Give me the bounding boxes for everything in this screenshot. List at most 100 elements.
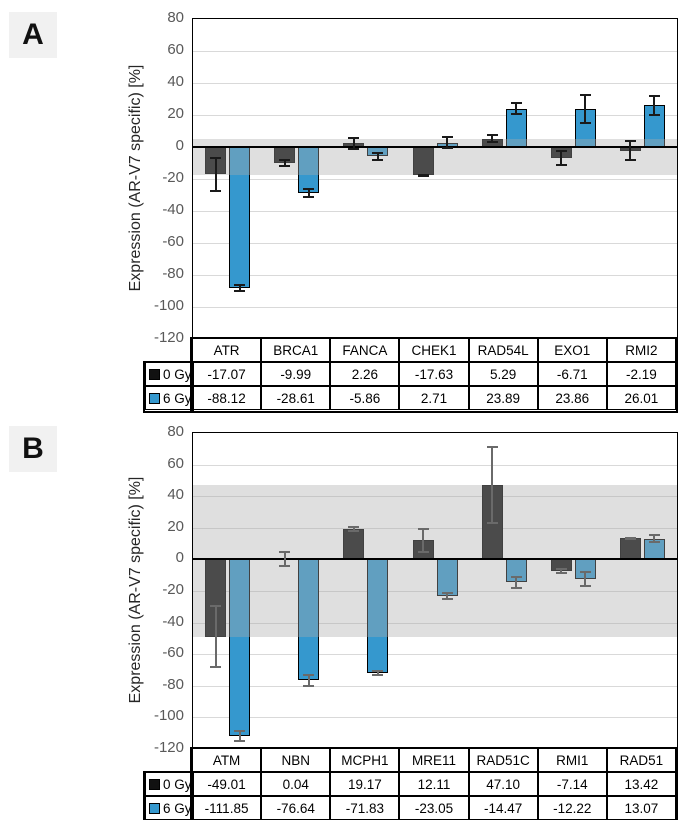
y-tick-label--100: -100: [153, 297, 184, 314]
legend-key-0Gy: 0 Gy: [145, 362, 192, 386]
value-cell-FANCA-6Gy: -5.86: [330, 386, 400, 410]
error-bar-RMI2-6Gy: [648, 94, 660, 116]
error-bar-cap-bottom: [486, 521, 498, 524]
error-bar-CHEK1-6Gy: [441, 136, 453, 150]
error-bar-line: [283, 551, 286, 568]
y-tick-label-80: 80: [167, 9, 184, 26]
zero-axis-line: [193, 146, 677, 148]
error-bar-RAD51C-6Gy: [510, 575, 522, 589]
error-bar-RAD51C-0Gy: [486, 446, 498, 524]
error-bar-cap-bottom: [348, 530, 360, 533]
error-bar-NBN-0Gy: [279, 551, 291, 568]
legend-swatch-0Gy: [149, 778, 160, 790]
error-bar-line: [653, 534, 656, 544]
error-bar-line: [515, 575, 518, 589]
error-bar-line: [515, 102, 518, 116]
value-cell-RAD51C-0Gy: 47.10: [468, 772, 538, 796]
y-tick-label-80: 80: [167, 423, 184, 440]
error-bar-MRE11-0Gy: [417, 527, 429, 553]
error-bar-cap-bottom: [510, 113, 522, 116]
gridline--40: [193, 211, 677, 212]
gridline-40: [193, 83, 677, 84]
panel-B: B Expression (AR-V7 specific) [%] ATM NBN…: [0, 414, 689, 820]
y-tick-label-0: 0: [175, 137, 184, 154]
error-bar-cap-bottom: [303, 684, 315, 687]
error-bar-cap-top: [210, 605, 222, 608]
error-bar-ATR-6Gy: [234, 283, 246, 292]
error-bar-cap-top: [555, 149, 567, 152]
error-bar-line: [238, 283, 241, 292]
error-bar-EXO1-0Gy: [555, 149, 567, 166]
y-tick-label-20: 20: [167, 105, 184, 122]
error-bar-cap-bottom: [510, 586, 522, 589]
value-cell-ATR-0Gy: -17.07: [192, 362, 262, 386]
error-bar-cap-top: [486, 446, 498, 449]
y-tick-label-20: 20: [167, 517, 184, 535]
gridline--80: [193, 685, 677, 687]
error-bar-cap-top: [555, 567, 567, 570]
error-bar-cap-bottom: [555, 163, 567, 166]
category-header-EXO1: EXO1: [537, 338, 607, 362]
category-header-RMI2: RMI2: [606, 338, 676, 362]
y-tick-label--40: -40: [162, 201, 184, 218]
category-header-RMI1: RMI1: [537, 748, 607, 772]
error-bar-MRE11-6Gy: [441, 591, 453, 600]
legend-key-6Gy: 6 Gy: [145, 796, 192, 820]
legend-swatch-0Gy: [149, 368, 160, 380]
error-bar-line: [653, 94, 656, 116]
error-bar-cap-bottom: [648, 113, 660, 116]
error-bar-cap-top: [372, 151, 384, 154]
error-bar-NBN-6Gy: [303, 674, 315, 687]
y-tick-label--120: -120: [153, 739, 184, 756]
value-cell-CHEK1-6Gy: 2.71: [399, 386, 469, 410]
error-bar-RMI1-6Gy: [579, 570, 591, 587]
error-bar-cap-bottom: [210, 189, 222, 192]
y-tick-label-40: 40: [167, 486, 184, 504]
error-bar-cap-top: [348, 525, 360, 528]
error-bar-line: [214, 605, 217, 669]
value-cell-BRCA1-0Gy: -9.99: [261, 362, 331, 386]
error-bar-cap-bottom: [579, 584, 591, 587]
gridline--60: [193, 654, 677, 656]
data-table: ATR BRCA1 FANCA CHEK1 RAD54L EXO1 RMI2 0 Gy -17.…: [145, 338, 676, 410]
error-bar-cap-bottom: [279, 565, 291, 568]
error-bar-line: [352, 136, 355, 150]
value-cell-MCPH1-6Gy: -71.83: [330, 796, 400, 820]
error-bar-line: [283, 158, 286, 167]
error-bar-cap-bottom: [648, 541, 660, 544]
error-bar-line: [352, 525, 355, 533]
error-bar-cap-top: [348, 136, 360, 139]
error-bar-FANCA-6Gy: [372, 151, 384, 162]
panel-b-label: B: [9, 426, 57, 472]
gridline-20: [193, 527, 677, 529]
plot-frame: [192, 18, 678, 340]
error-bar-cap-bottom: [555, 571, 567, 574]
category-header-ATR: ATR: [192, 338, 262, 362]
value-cell-MCPH1-0Gy: 19.17: [330, 772, 400, 796]
legend-swatch-6Gy: [149, 392, 160, 404]
value-cell-ATM-6Gy: -111.85: [192, 796, 262, 820]
error-bar-line: [214, 156, 217, 192]
error-bar-cap-top: [417, 173, 429, 176]
value-cell-BRCA1-6Gy: -28.61: [261, 386, 331, 410]
error-bar-BRCA1-0Gy: [279, 158, 291, 167]
gridline--60: [193, 243, 677, 244]
value-cell-MRE11-6Gy: -23.05: [399, 796, 469, 820]
error-bar-line: [560, 149, 563, 166]
error-bar-line: [307, 674, 310, 687]
error-bar-line: [584, 570, 587, 587]
legend-label: 6 Gy: [163, 800, 192, 816]
error-bar-line: [307, 187, 310, 198]
error-bar-RAD54L-0Gy: [486, 133, 498, 144]
y-tick-label--80: -80: [162, 265, 184, 282]
value-cell-RAD51C-6Gy: -14.47: [468, 796, 538, 820]
y-tick-label--100: -100: [153, 707, 184, 725]
legend-swatch-6Gy: [149, 802, 160, 814]
error-bar-cap-top: [510, 102, 522, 105]
value-cell-RMI2-0Gy: -2.19: [606, 362, 676, 386]
error-bar-cap-bottom: [348, 147, 360, 150]
error-bar-cap-bottom: [234, 289, 246, 292]
value-cell-RAD51-6Gy: 13.07: [606, 796, 676, 820]
error-bar-cap-bottom: [486, 141, 498, 144]
error-bar-cap-top: [234, 729, 246, 732]
